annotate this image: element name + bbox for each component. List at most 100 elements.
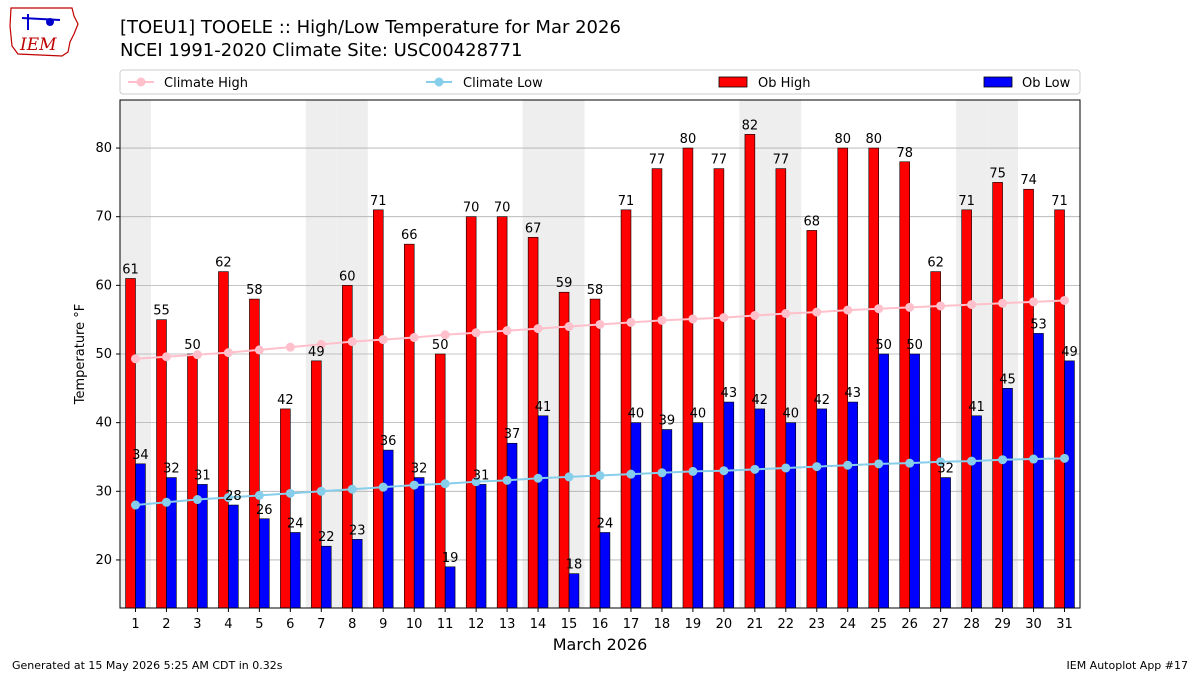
ob-high-label: 60 xyxy=(339,269,356,284)
climate-low-point xyxy=(347,484,357,494)
x-tick-label: 23 xyxy=(809,617,826,632)
climate-high-point xyxy=(750,311,760,321)
x-axis-label: March 2026 xyxy=(553,635,648,654)
ob-low-bar xyxy=(444,566,456,609)
climate-high-point xyxy=(564,322,574,332)
ob-low-label: 28 xyxy=(225,489,242,504)
ob-low-bar xyxy=(351,539,363,609)
climate-low-point xyxy=(719,466,729,476)
climate-low-point xyxy=(471,477,481,487)
ob-low-label: 40 xyxy=(690,407,707,422)
ob-high-label: 75 xyxy=(989,166,1006,181)
climate-low-point xyxy=(812,462,822,472)
x-tick-label: 21 xyxy=(747,617,764,632)
ob-low-bar xyxy=(1002,388,1013,609)
ob-low-label: 40 xyxy=(782,407,799,422)
climate-high-point xyxy=(316,339,326,349)
ob-low-label: 53 xyxy=(1030,317,1047,332)
climate-low-point xyxy=(688,466,698,476)
legend-frame xyxy=(119,69,1081,95)
ob-low-label: 32 xyxy=(411,462,428,477)
climate-low-point xyxy=(843,460,853,470)
x-tick-label: 26 xyxy=(901,617,918,632)
ob-high-label: 70 xyxy=(463,201,480,216)
ob-low-bar xyxy=(320,545,332,609)
ob-high-label: 74 xyxy=(1020,173,1037,188)
ob-high-bar xyxy=(806,230,818,609)
ob-high-label: 67 xyxy=(525,221,542,236)
ob-low-label: 32 xyxy=(937,462,954,477)
ob-high-bar xyxy=(837,147,849,609)
x-tick-label: 13 xyxy=(499,617,516,632)
x-tick-label: 8 xyxy=(348,617,356,632)
climate-low-point xyxy=(967,456,977,466)
climate-high-point xyxy=(905,302,915,312)
legend-ob-low: Ob Low xyxy=(1022,76,1071,91)
climate-high-point xyxy=(688,314,698,324)
climate-low-point xyxy=(533,473,543,483)
climate-high-point xyxy=(626,317,636,327)
ob-low-label: 50 xyxy=(906,338,923,353)
ob-high-label: 70 xyxy=(494,201,511,216)
ob-high-bar xyxy=(682,147,694,609)
ob-high-bar xyxy=(218,271,229,609)
ob-low-label: 31 xyxy=(473,468,490,483)
chart-subtitle: NCEI 1991-2020 Climate Site: USC00428771 xyxy=(120,40,523,61)
ob-low-label: 43 xyxy=(721,386,738,401)
ob-low-label: 41 xyxy=(535,400,552,415)
ob-low-label: 36 xyxy=(380,434,397,449)
climate-low-point xyxy=(502,475,512,485)
ob-low-label: 22 xyxy=(318,530,335,545)
climate-low-point xyxy=(1029,454,1039,464)
y-tick-label: 30 xyxy=(95,484,112,499)
ob-low-label: 19 xyxy=(442,551,459,566)
x-tick-label: 11 xyxy=(437,617,454,632)
climate-high-point xyxy=(967,300,977,310)
ob-low-label: 31 xyxy=(194,468,211,483)
ob-low-label: 37 xyxy=(504,427,521,442)
x-tick-label: 7 xyxy=(317,617,325,632)
ob-low-bar xyxy=(909,353,920,609)
ob-low-bar xyxy=(785,422,797,609)
ob-high-label: 80 xyxy=(865,132,882,147)
chart-title: [TOEU1] TOOELE :: High/Low Temperature f… xyxy=(120,17,621,38)
ob-high-label: 62 xyxy=(215,256,232,271)
climate-high-point xyxy=(223,348,233,358)
ob-high-bar xyxy=(992,182,1003,609)
ob-high-label: 59 xyxy=(556,276,573,291)
x-tick-label: 19 xyxy=(685,617,702,632)
climate-low-point xyxy=(564,472,574,482)
ob-high-bar xyxy=(1054,209,1065,609)
ob-low-bar xyxy=(568,573,580,609)
ob-low-bar xyxy=(971,415,982,609)
legend-climate-low: Climate Low xyxy=(463,76,543,91)
ob-high-label: 77 xyxy=(773,153,790,168)
ob-low-label: 34 xyxy=(132,448,149,463)
ob-low-label: 50 xyxy=(875,338,892,353)
climate-high-point xyxy=(998,298,1008,308)
climate-low-point xyxy=(936,457,946,467)
ob-low-bar xyxy=(228,504,239,609)
ob-low-label: 32 xyxy=(163,462,180,477)
ob-low-label: 18 xyxy=(566,558,583,573)
ob-low-label: 23 xyxy=(349,523,366,538)
climate-high-point xyxy=(936,301,946,311)
ob-high-bar xyxy=(403,243,415,609)
climate-low-point xyxy=(874,459,884,469)
x-tick-label: 20 xyxy=(716,617,733,632)
x-tick-label: 22 xyxy=(778,617,795,632)
y-axis-label: Temperature °F xyxy=(73,304,88,405)
x-tick-label: 31 xyxy=(1056,617,1073,632)
ob-high-label: 42 xyxy=(277,393,294,408)
ob-low-bar xyxy=(754,408,766,609)
ob-high-label: 49 xyxy=(308,345,325,360)
bars xyxy=(125,134,1075,609)
iem-logo: IEM xyxy=(9,7,79,57)
climate-high-point xyxy=(285,342,295,352)
climate-low-point xyxy=(254,490,264,500)
legend: Climate High Climate Low Ob High Ob Low xyxy=(119,69,1081,95)
climate-high-point xyxy=(719,313,729,323)
ob-high-bar xyxy=(249,298,260,609)
ob-high-label: 71 xyxy=(1051,194,1068,209)
